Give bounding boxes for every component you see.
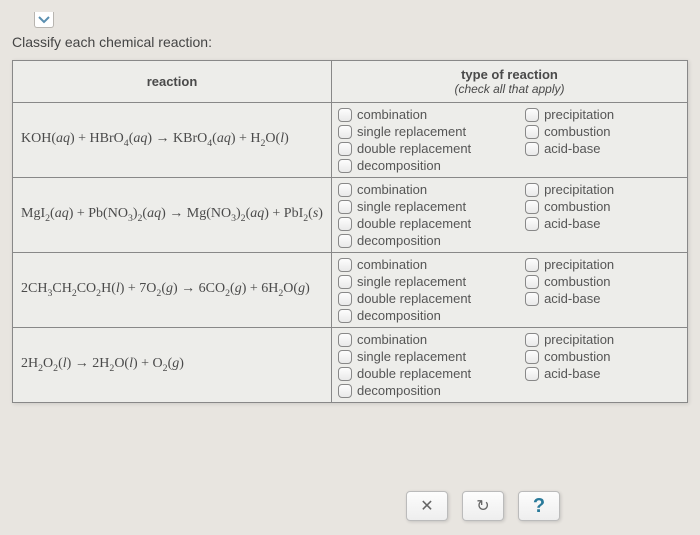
opt-label: precipitation: [544, 332, 614, 347]
checkbox-decomposition[interactable]: [338, 309, 352, 323]
checkbox-double[interactable]: [338, 142, 352, 156]
checkbox-precipitation[interactable]: [525, 258, 539, 272]
opt-label: single replacement: [357, 199, 466, 214]
checkbox-combustion[interactable]: [525, 275, 539, 289]
opt-label: combustion: [544, 199, 610, 214]
types-cell-2: combination precipitation single replace…: [331, 178, 687, 253]
opt-label: double replacement: [357, 216, 471, 231]
opt-label: single replacement: [357, 124, 466, 139]
checkbox-decomposition[interactable]: [338, 384, 352, 398]
types-cell-1: combination precipitation single replace…: [331, 103, 687, 178]
checkbox-double[interactable]: [338, 367, 352, 381]
types-cell-4: combination precipitation single replace…: [331, 328, 687, 403]
opt-label: precipitation: [544, 257, 614, 272]
checkbox-double[interactable]: [338, 217, 352, 231]
checkbox-single[interactable]: [338, 350, 352, 364]
opt-label: combination: [357, 257, 427, 272]
checkbox-combustion[interactable]: [525, 350, 539, 364]
help-icon: ?: [533, 495, 545, 518]
opt-label: decomposition: [357, 158, 441, 173]
table-row: 2H2O2(l) → 2H2O(l) + O2(g) combination p…: [13, 328, 688, 403]
opt-label: combustion: [544, 274, 610, 289]
opt-label: double replacement: [357, 141, 471, 156]
opt-label: acid-base: [544, 366, 600, 381]
checkbox-double[interactable]: [338, 292, 352, 306]
checkbox-combination[interactable]: [338, 183, 352, 197]
reset-button[interactable]: ↻: [462, 491, 504, 521]
types-cell-3: combination precipitation single replace…: [331, 253, 687, 328]
header-type-sub: (check all that apply): [336, 82, 683, 96]
reaction-cell-4: 2H2O2(l) → 2H2O(l) + O2(g): [13, 328, 332, 403]
opt-label: decomposition: [357, 383, 441, 398]
reaction-table: reaction type of reaction (check all tha…: [12, 60, 688, 403]
reaction-cell-2: MgI2(aq) + Pb(NO3)2(aq) → Mg(NO3)2(aq) +…: [13, 178, 332, 253]
checkbox-combination[interactable]: [338, 333, 352, 347]
dropdown-tab[interactable]: [34, 12, 54, 28]
opt-label: combination: [357, 332, 427, 347]
checkbox-acidbase[interactable]: [525, 142, 539, 156]
checkbox-precipitation[interactable]: [525, 183, 539, 197]
checkbox-acidbase[interactable]: [525, 292, 539, 306]
header-type-main: type of reaction: [461, 67, 558, 82]
checkbox-single[interactable]: [338, 275, 352, 289]
opt-label: precipitation: [544, 107, 614, 122]
checkbox-acidbase[interactable]: [525, 367, 539, 381]
opt-label: double replacement: [357, 366, 471, 381]
opt-label: single replacement: [357, 274, 466, 289]
opt-label: precipitation: [544, 182, 614, 197]
opt-label: decomposition: [357, 308, 441, 323]
prompt-text: Classify each chemical reaction:: [12, 34, 688, 50]
checkbox-combination[interactable]: [338, 108, 352, 122]
checkbox-decomposition[interactable]: [338, 234, 352, 248]
close-button[interactable]: ✕: [406, 491, 448, 521]
opt-label: combination: [357, 107, 427, 122]
reset-icon: ↻: [476, 496, 489, 516]
opt-label: acid-base: [544, 141, 600, 156]
header-reaction: reaction: [13, 61, 332, 103]
checkbox-acidbase[interactable]: [525, 217, 539, 231]
table-row: 2CH3CH2CO2H(l) + 7O2(g) → 6CO2(g) + 6H2O…: [13, 253, 688, 328]
checkbox-combustion[interactable]: [525, 200, 539, 214]
help-button[interactable]: ?: [518, 491, 560, 521]
table-row: MgI2(aq) + Pb(NO3)2(aq) → Mg(NO3)2(aq) +…: [13, 178, 688, 253]
opt-label: combustion: [544, 124, 610, 139]
close-icon: ✕: [420, 496, 433, 516]
opt-label: acid-base: [544, 216, 600, 231]
opt-label: double replacement: [357, 291, 471, 306]
footer-controls: ✕ ↻ ?: [406, 491, 560, 521]
opt-label: decomposition: [357, 233, 441, 248]
checkbox-precipitation[interactable]: [525, 333, 539, 347]
opt-label: combination: [357, 182, 427, 197]
checkbox-decomposition[interactable]: [338, 159, 352, 173]
table-row: KOH(aq) + HBrO4(aq) → KBrO4(aq) + H2O(l)…: [13, 103, 688, 178]
reaction-cell-3: 2CH3CH2CO2H(l) + 7O2(g) → 6CO2(g) + 6H2O…: [13, 253, 332, 328]
checkbox-single[interactable]: [338, 125, 352, 139]
opt-label: acid-base: [544, 291, 600, 306]
checkbox-combustion[interactable]: [525, 125, 539, 139]
opt-label: combustion: [544, 349, 610, 364]
checkbox-single[interactable]: [338, 200, 352, 214]
opt-label: single replacement: [357, 349, 466, 364]
checkbox-combination[interactable]: [338, 258, 352, 272]
reaction-cell-1: KOH(aq) + HBrO4(aq) → KBrO4(aq) + H2O(l): [13, 103, 332, 178]
header-type: type of reaction (check all that apply): [331, 61, 687, 103]
checkbox-precipitation[interactable]: [525, 108, 539, 122]
